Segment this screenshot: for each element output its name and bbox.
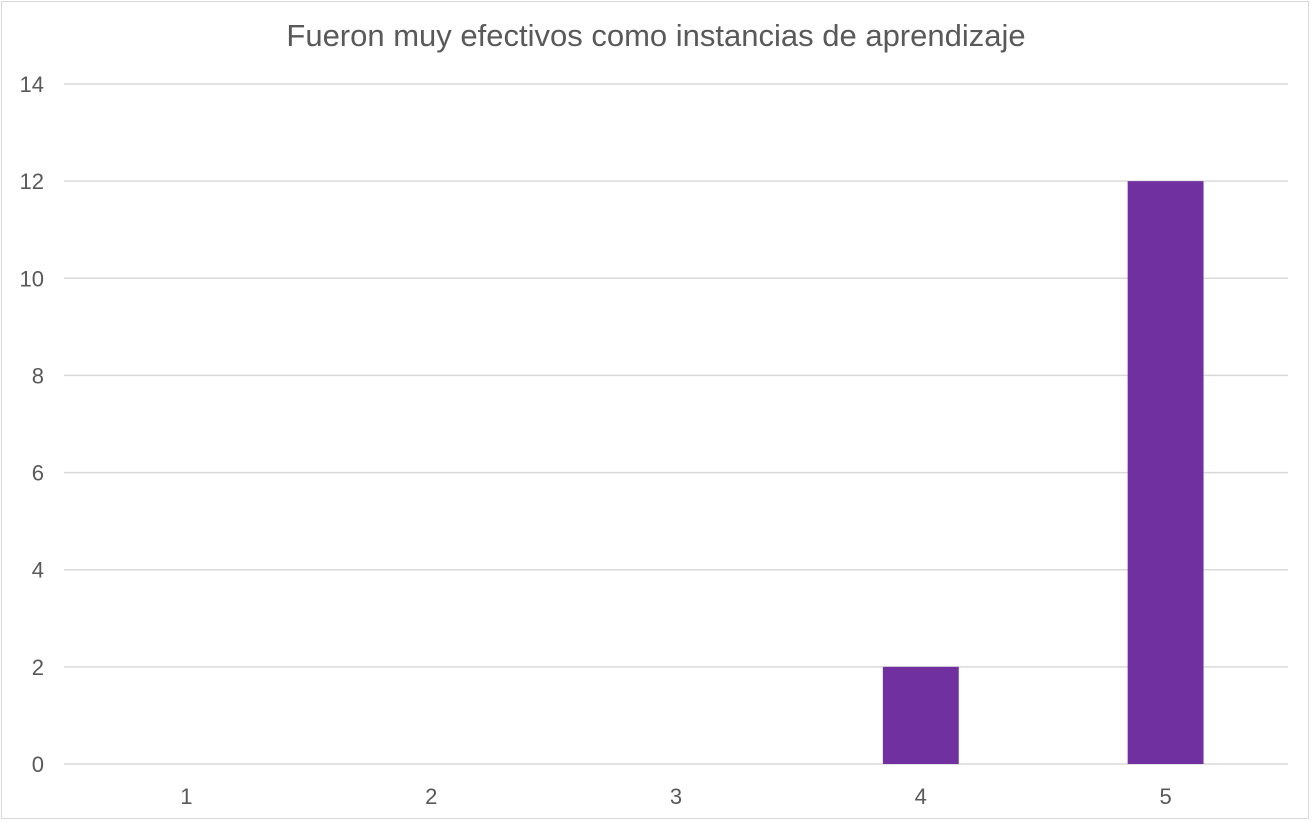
y-tick-label: 4 [32,558,44,583]
gridlines [64,83,1288,765]
chart-title: Fueron muy efectivos como instancias de … [286,18,1026,53]
y-tick-label: 0 [32,752,44,777]
y-tick-label: 8 [32,363,44,388]
bars [882,181,1204,765]
bar-5 [1127,181,1204,765]
x-tick-label: 2 [425,784,437,809]
x-axis-ticks: 1 2 3 4 5 [180,784,1171,809]
x-tick-label: 3 [670,784,682,809]
bar-4 [882,666,959,764]
y-tick-label: 6 [32,461,44,486]
y-tick-label: 14 [20,72,44,97]
x-tick-label: 4 [915,784,927,809]
y-tick-label: 12 [20,169,44,194]
x-tick-label: 5 [1159,784,1171,809]
x-tick-label: 1 [180,784,192,809]
y-tick-label: 10 [20,266,44,291]
y-axis-ticks: 0 2 4 6 8 10 12 14 [20,72,44,777]
y-tick-label: 2 [32,655,44,680]
